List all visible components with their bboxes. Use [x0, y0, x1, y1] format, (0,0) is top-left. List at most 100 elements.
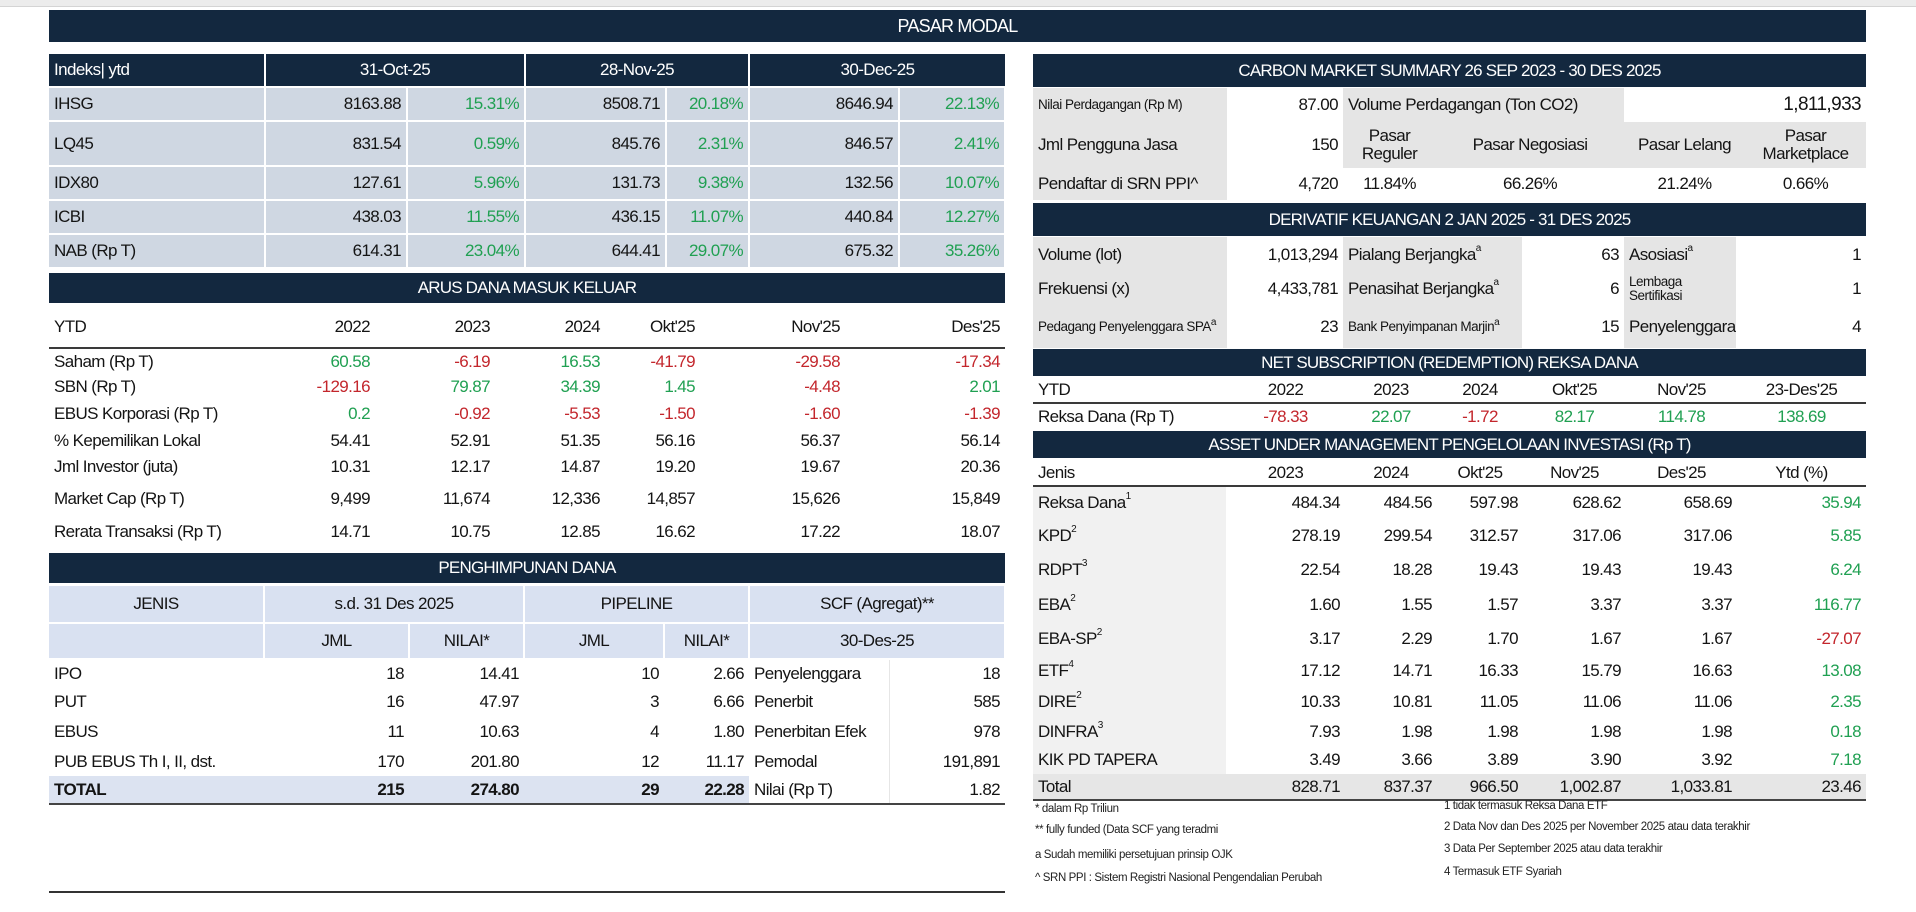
value-cell: 60.58 — [265, 348, 375, 374]
value-cell: 19.43 — [1437, 552, 1523, 587]
value-cell: 87.00 — [1227, 88, 1343, 122]
footnote: 3 Data Per September 2025 atau data tera… — [1444, 843, 1663, 855]
cell-text: Nilai Perdagangan (Rp M) — [1038, 96, 1183, 112]
market-share: 66.26% — [1436, 168, 1625, 200]
cell-text: 12,336 — [551, 488, 601, 508]
column-header: Nov'25 — [700, 306, 845, 349]
value-cell: 16.62 — [605, 516, 700, 548]
value-cell: 14.87 — [495, 453, 605, 481]
value-cell: 278.19 — [1226, 519, 1345, 552]
cell-text: % Kepemilikan Lokal — [54, 430, 201, 450]
row-label: Reksa Dana (Rp T) — [1033, 403, 1226, 430]
value-cell: 10 — [524, 659, 664, 687]
cell-text: 19.20 — [655, 457, 695, 477]
cell-text: PUT — [54, 692, 87, 712]
aum-table: Jenis 2023 2024 Okt'25 Nov'25 Des'25 Ytd (%) Re… — [1033, 460, 1866, 801]
value-cell: 14,857 — [605, 481, 700, 516]
cell-text: 31-Oct-25 — [359, 60, 431, 80]
cell-text: -29.58 — [795, 351, 840, 371]
row-label: TOTAL — [49, 776, 264, 805]
value-cell: 3.37 — [1523, 587, 1626, 622]
value-cell: -0.92 — [375, 400, 495, 428]
cell-text: 34.39 — [560, 377, 600, 397]
footnote: 1 tidak termasuk Reksa Dana ETF — [1444, 800, 1608, 812]
cell-text: 11.84% — [1363, 174, 1416, 194]
row-label: Saham (Rp T) — [49, 348, 265, 374]
value-cell: 14.41 — [409, 659, 524, 687]
cell-text: JML — [321, 631, 352, 651]
cell-text: -6.19 — [454, 351, 490, 371]
value-cell: 11.05 — [1437, 686, 1523, 717]
column-header: Nov'25 — [1626, 377, 1737, 404]
column-header: Des'25 — [845, 306, 1005, 349]
cell-text: 11,674 — [442, 488, 491, 508]
value-cell: 14.71 — [265, 516, 375, 548]
index-ytd-pct: 35.26% — [899, 233, 1007, 269]
value-cell: 6.66 — [664, 687, 749, 717]
scf-label: Penerbit — [749, 687, 890, 717]
value-cell: -5.53 — [495, 400, 605, 428]
cell-text: Penasihat Berjangka — [1348, 279, 1494, 299]
cell-text: 16.63 — [1692, 661, 1732, 681]
value-cell: 2.66 — [664, 659, 749, 687]
index-ytd-pct: 29.07% — [666, 233, 751, 269]
value-cell: 1.55 — [1345, 587, 1437, 622]
cell-text: 484.34 — [1291, 493, 1341, 513]
penghimpunan-header-row: JENIS s.d. 31 Des 2025 PIPELINE SCF (Agrega… — [49, 586, 1007, 624]
row-label: Total — [1033, 774, 1226, 801]
superscript: 3 — [1097, 719, 1104, 731]
cell-text: 7.93 — [1309, 721, 1340, 741]
total-row: TOTAL 215 274.80 29 22.28 Nilai (Rp T) 1.82 — [49, 776, 1006, 805]
value-cell: 10.81 — [1345, 686, 1437, 717]
cell-text: 2.31% — [697, 133, 744, 153]
column-header: s.d. 31 Des 2025 — [264, 586, 525, 624]
cell-text: 3.49 — [1309, 750, 1340, 770]
cell-text: 2023 — [454, 316, 491, 336]
cell-text: Indeks| ytd — [54, 60, 130, 80]
cell-text: 658.69 — [1683, 493, 1733, 513]
arus-dana-header: ARUS DANA MASUK KELUAR — [49, 273, 1005, 303]
cell-text: 18.07 — [960, 522, 1000, 542]
cell-text: 150 — [1311, 135, 1338, 155]
value-cell: 15,849 — [845, 481, 1005, 516]
index-ytd-pct: 0.59% — [407, 120, 526, 167]
cell-text: 1.67 — [1701, 629, 1732, 649]
index-ytd-pct: 11.07% — [666, 199, 751, 235]
cell-text: 6.24 — [1830, 559, 1861, 579]
row-label: EBUS Korporasi (Rp T) — [49, 400, 265, 428]
cell-text: 12.17 — [450, 457, 490, 477]
column-header: Okt'25 — [605, 306, 700, 349]
index-row: IDX80 127.61 5.96% 131.73 9.38% 132.56 10.07% — [49, 165, 1007, 201]
arus-header-row: YTD 2022 2023 2024 Okt'25 Nov'25 Des'25 — [49, 306, 1005, 349]
cell-text: 1 — [1852, 279, 1861, 299]
value-cell: 170 — [264, 747, 409, 776]
cell-text: Penerbitan Efek — [754, 722, 867, 742]
cell-text: 132.56 — [844, 173, 894, 193]
table: JENIS s.d. 31 Des 2025 PIPELINE SCF (Agrega… — [49, 586, 1007, 805]
date-header: 31-Oct-25 — [264, 54, 525, 87]
cell-text: 3.92 — [1701, 750, 1732, 770]
ytd-cell: 6.24 — [1737, 552, 1866, 587]
value-cell: 2.29 — [1345, 622, 1437, 656]
column-header: NILAI* — [664, 623, 751, 660]
index-name: NAB (Rp T) — [49, 233, 266, 269]
cell-text: 274.80 — [470, 779, 520, 799]
index-ytd-pct: 2.31% — [666, 120, 751, 167]
cell-text: Lembaga Sertifikasi — [1629, 273, 1683, 303]
cell-text: YTD — [1038, 379, 1071, 399]
cell-text: 4 — [650, 722, 659, 742]
index-value: 440.84 — [749, 199, 901, 235]
cell-text: 23.46 — [1821, 776, 1861, 796]
market-share: 11.84% — [1343, 168, 1436, 200]
row-label: PUT — [49, 687, 264, 717]
value-cell: 23.46 — [1737, 774, 1866, 801]
row-label: % Kepemilikan Lokal — [49, 428, 265, 453]
column-header: Des'25 — [1626, 460, 1737, 487]
cell-text: -1.39 — [964, 404, 1000, 424]
cell-text: Jenis — [1038, 462, 1075, 482]
cell-text: 3.90 — [1590, 750, 1621, 770]
cell-text: 3.89 — [1487, 750, 1518, 770]
arus-row: % Kepemilikan Lokal 54.41 52.91 51.35 56.16 5… — [49, 428, 1005, 453]
scf-value: 18 — [888, 659, 1006, 687]
cell-text: EBUS — [54, 722, 99, 742]
